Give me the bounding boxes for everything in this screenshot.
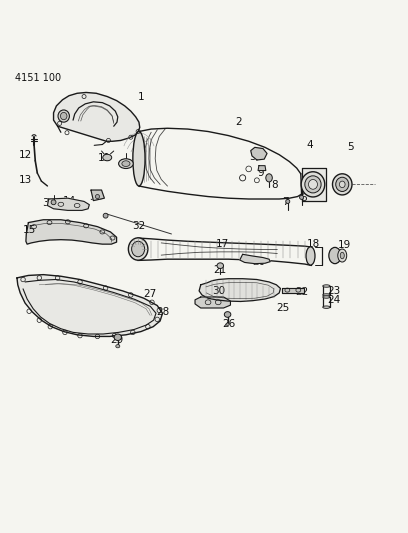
Ellipse shape [306, 247, 315, 265]
Text: 24: 24 [328, 295, 341, 305]
Ellipse shape [224, 312, 231, 317]
Polygon shape [53, 92, 140, 141]
Text: 18: 18 [307, 239, 320, 249]
Text: 21: 21 [213, 265, 226, 274]
Text: 33: 33 [42, 198, 55, 208]
Text: 19: 19 [338, 240, 351, 250]
Text: 1: 1 [137, 92, 144, 102]
Text: 26: 26 [222, 319, 235, 329]
Polygon shape [199, 279, 280, 302]
Text: 6: 6 [300, 193, 307, 203]
Ellipse shape [114, 334, 122, 341]
Text: 5: 5 [347, 142, 354, 151]
Ellipse shape [103, 213, 108, 218]
Ellipse shape [336, 177, 349, 191]
Ellipse shape [133, 132, 145, 186]
Ellipse shape [323, 285, 330, 287]
Text: 4151 100: 4151 100 [15, 74, 61, 83]
Ellipse shape [299, 195, 304, 199]
Ellipse shape [301, 172, 325, 197]
Ellipse shape [226, 323, 229, 326]
Text: 8: 8 [271, 180, 278, 190]
Ellipse shape [340, 252, 344, 259]
Polygon shape [258, 166, 266, 171]
Text: 11: 11 [98, 152, 111, 163]
Text: 28: 28 [156, 307, 169, 317]
Text: 10: 10 [120, 159, 133, 168]
Text: 3: 3 [249, 152, 256, 161]
Ellipse shape [308, 180, 317, 189]
Text: 12: 12 [18, 150, 32, 160]
Ellipse shape [338, 249, 347, 262]
Text: 25: 25 [277, 303, 290, 313]
Ellipse shape [286, 199, 290, 204]
Polygon shape [195, 297, 231, 308]
Text: 29: 29 [110, 335, 123, 345]
Text: 30: 30 [212, 286, 225, 296]
Ellipse shape [122, 161, 130, 166]
Polygon shape [251, 147, 267, 160]
Polygon shape [240, 254, 270, 264]
Polygon shape [302, 168, 326, 201]
Ellipse shape [116, 344, 120, 348]
Ellipse shape [339, 181, 345, 188]
Polygon shape [47, 198, 89, 211]
Polygon shape [282, 288, 304, 293]
Ellipse shape [217, 263, 224, 269]
Ellipse shape [129, 238, 148, 260]
Text: 27: 27 [144, 289, 157, 298]
Ellipse shape [103, 154, 112, 161]
Ellipse shape [60, 112, 67, 120]
Ellipse shape [266, 174, 272, 182]
Ellipse shape [95, 195, 100, 199]
Polygon shape [91, 190, 104, 200]
Ellipse shape [132, 241, 144, 257]
Text: 14: 14 [62, 197, 75, 206]
Text: 20: 20 [252, 257, 266, 268]
Text: 7: 7 [282, 197, 288, 207]
Text: 32: 32 [132, 221, 146, 231]
Ellipse shape [51, 200, 56, 205]
Text: 2: 2 [235, 117, 242, 127]
Ellipse shape [323, 294, 330, 296]
Ellipse shape [58, 110, 69, 122]
Ellipse shape [323, 306, 330, 309]
Text: 17: 17 [216, 239, 229, 249]
Ellipse shape [329, 247, 341, 264]
Ellipse shape [119, 159, 133, 168]
Ellipse shape [305, 176, 321, 193]
Polygon shape [17, 274, 162, 336]
Text: 13: 13 [18, 175, 32, 185]
Polygon shape [26, 220, 117, 244]
Text: 31: 31 [89, 191, 102, 201]
Text: 23: 23 [328, 286, 341, 296]
Text: 9: 9 [257, 168, 264, 178]
Ellipse shape [323, 296, 330, 298]
Text: 4: 4 [306, 140, 313, 150]
Text: 15: 15 [22, 225, 36, 235]
Text: 16: 16 [130, 243, 144, 253]
Ellipse shape [333, 174, 352, 195]
Text: 22: 22 [295, 287, 308, 297]
